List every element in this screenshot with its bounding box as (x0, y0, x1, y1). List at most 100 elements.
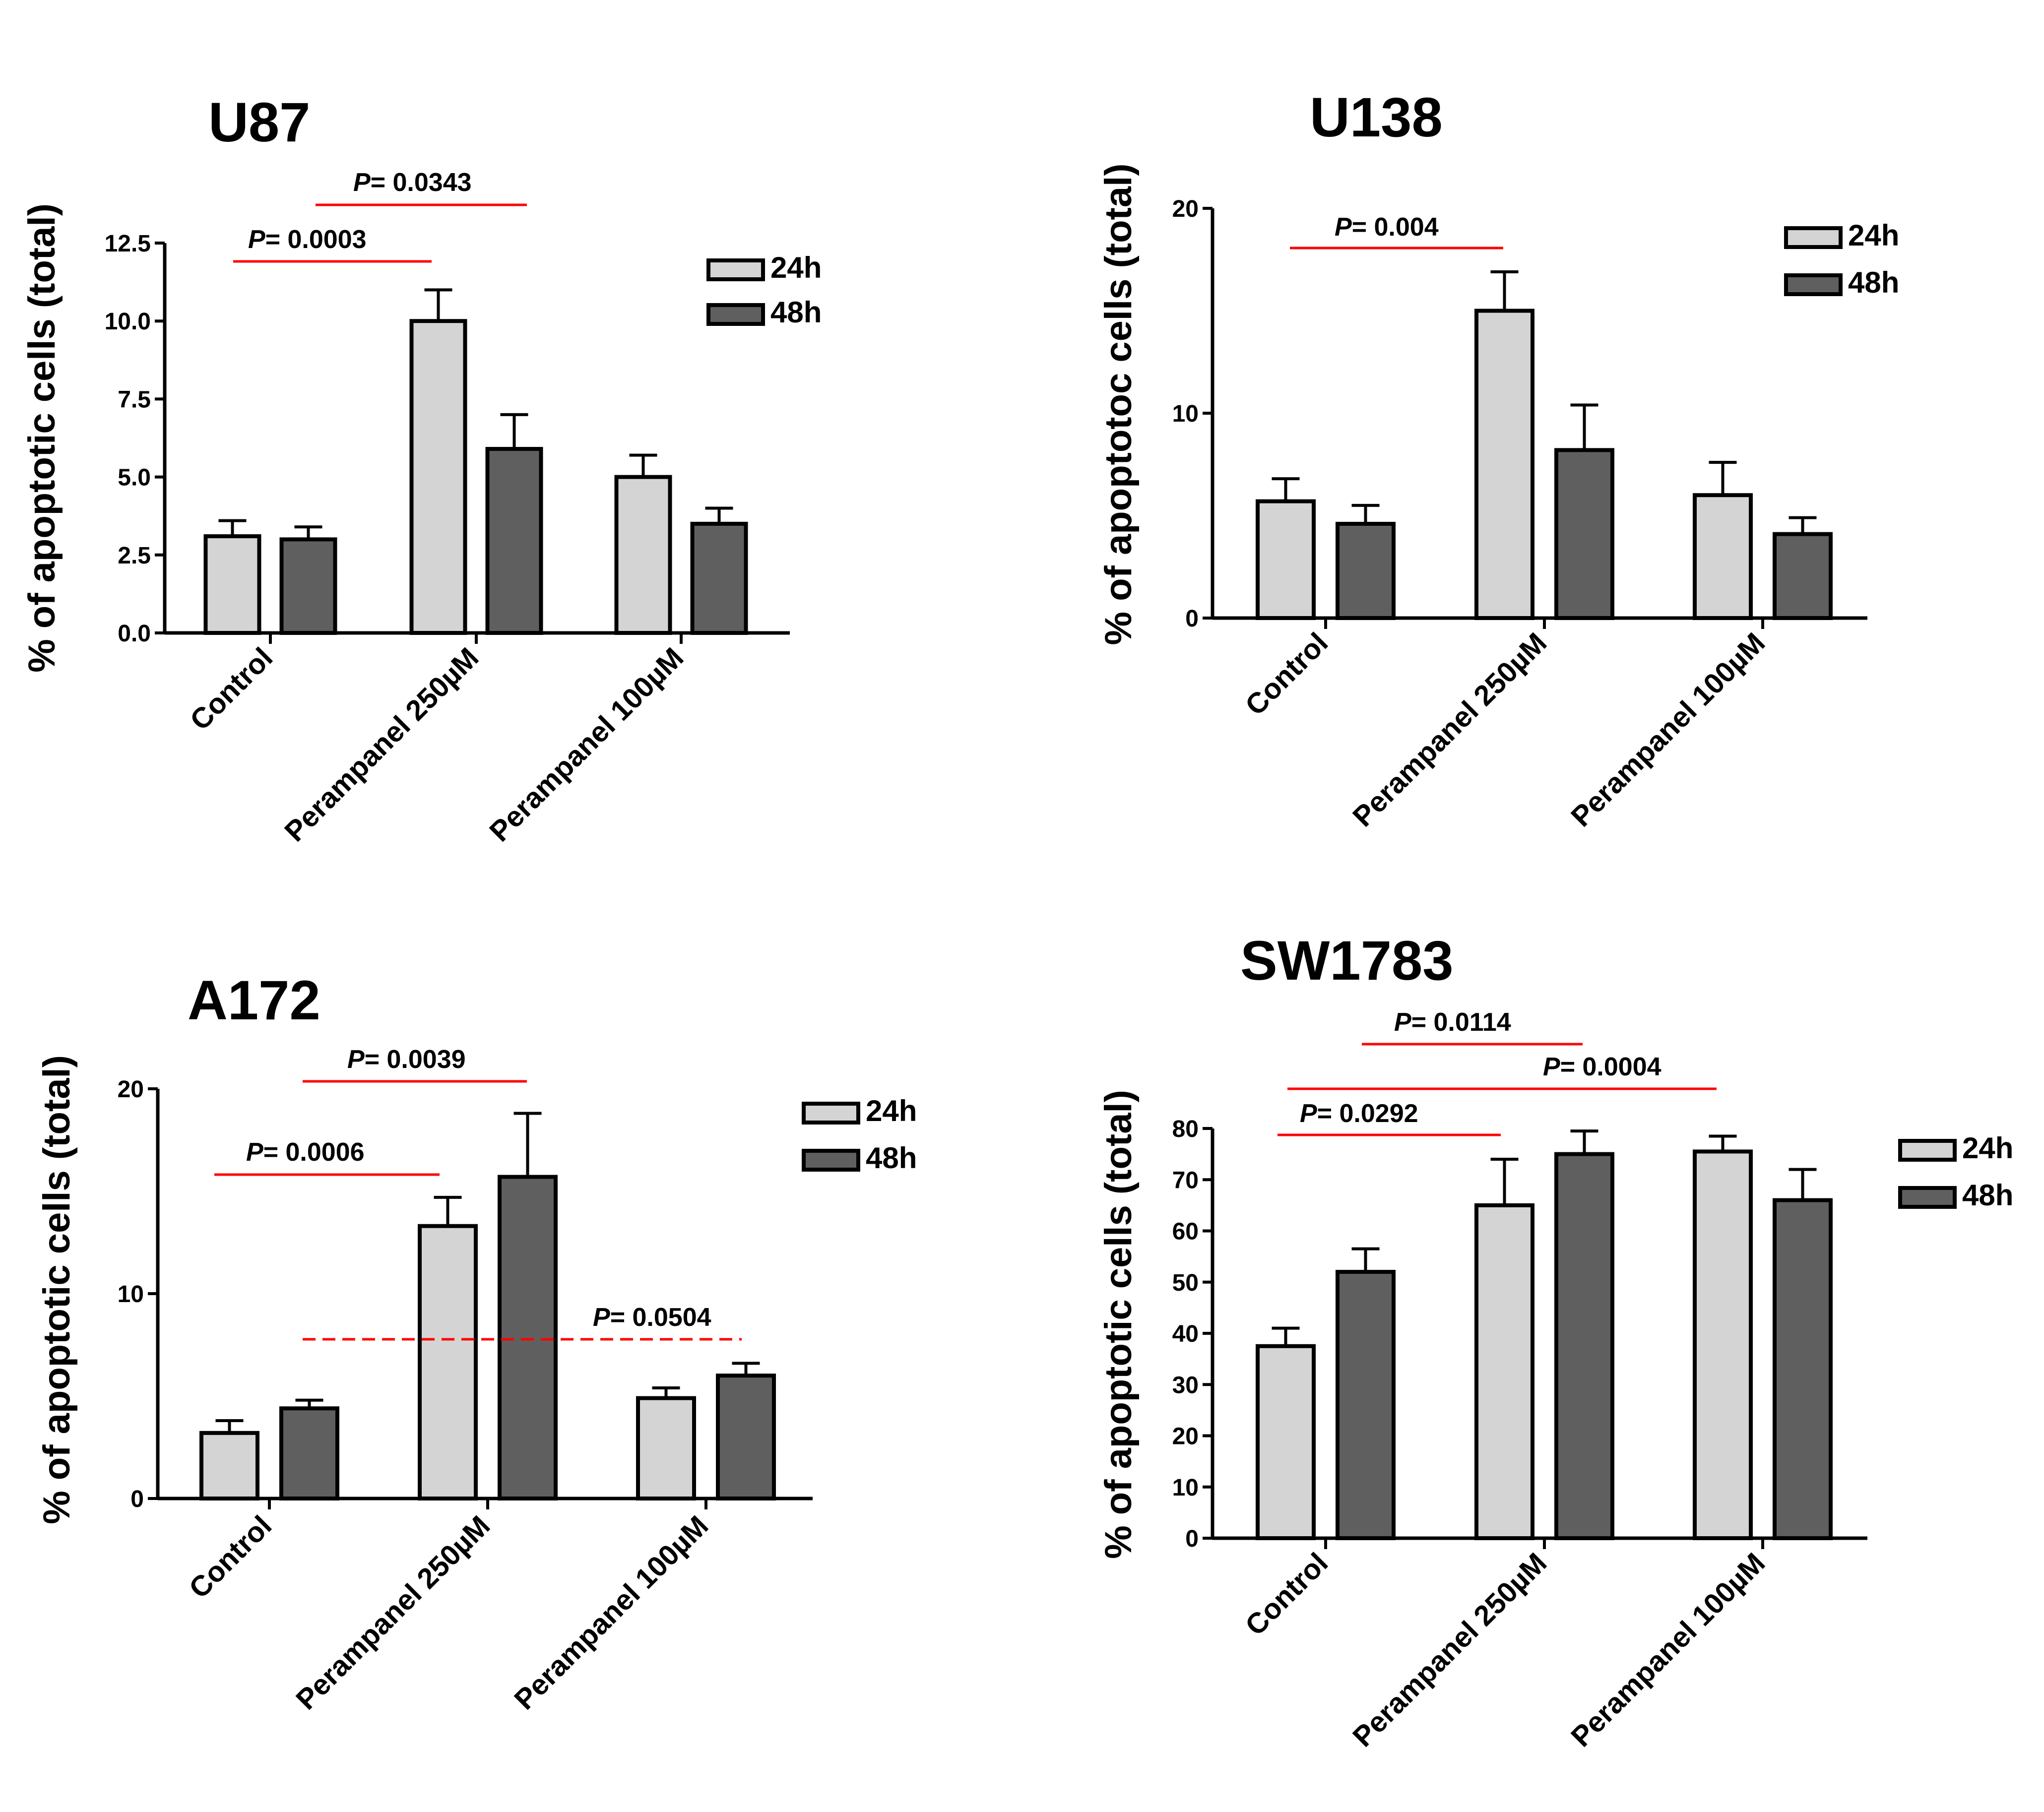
bar-24h (1693, 493, 1753, 621)
legend-swatch-24h (706, 258, 765, 281)
y-tick-label: 20 (1172, 196, 1199, 222)
chart-u138: U138 % of apoptotoc cells (total) 0 10 20 Con… (1097, 86, 1899, 833)
bar-48h (1336, 1270, 1396, 1541)
chart-title: A172 (188, 969, 320, 1031)
bar-24h (409, 319, 467, 635)
x-tick-label: Control (1239, 626, 1334, 722)
chart-title: U138 (1310, 86, 1443, 148)
y-tick-label: 20 (118, 1076, 144, 1103)
p-value-prefix: P (593, 1303, 610, 1332)
legend-label: 24h (866, 1094, 917, 1127)
legend-swatch-24h (1784, 226, 1843, 249)
x-tick-label: Perampanel 250µM (1346, 1547, 1553, 1753)
y-tick-label: 0 (1185, 606, 1199, 632)
y-axis-label: % of apoptotic cells (total) (1097, 1090, 1140, 1559)
bar-24h (614, 475, 672, 635)
x-tick-label: Control (184, 641, 279, 737)
p-value-text: = 0.0343 (371, 168, 472, 197)
x-tick-label: Perampanel 250µM (278, 641, 485, 848)
p-value-text: = 0.0039 (365, 1045, 466, 1074)
x-tick-label: Perampanel 250µM (1346, 626, 1553, 833)
p-value-prefix: P (248, 225, 265, 254)
y-tick-label: 40 (1172, 1321, 1199, 1347)
x-tick-label: Control (183, 1509, 278, 1605)
bar-48h (1336, 522, 1396, 621)
legend-swatch-24h (1898, 1139, 1957, 1162)
legend-label: 48h (770, 296, 822, 329)
legend-swatch-48h (706, 303, 765, 326)
y-axis-label: % of apoptotic cells (total) (36, 1055, 78, 1524)
bar-48h (1773, 1198, 1833, 1541)
x-tick-label: Perampanel 100µM (483, 641, 690, 848)
bar-48h (690, 521, 748, 635)
y-tick-label: 10.0 (105, 309, 151, 335)
p-value-text: = 0.0292 (1317, 1099, 1418, 1128)
p-value-label: P= 0.0292 (1300, 1099, 1418, 1128)
bar-48h (1554, 448, 1614, 621)
p-value-label: P= 0.0114 (1394, 1008, 1511, 1037)
p-value-prefix: P (1300, 1099, 1317, 1128)
y-tick-label: 10 (1172, 1475, 1199, 1501)
p-value-text: = 0.0004 (1560, 1053, 1661, 1081)
bar-24h (203, 534, 261, 635)
bar-48h (279, 537, 337, 635)
p-value-prefix: P (353, 168, 371, 197)
bar-24h (1474, 309, 1534, 620)
bar-24h (199, 1431, 259, 1501)
y-tick-label: 7.5 (118, 386, 151, 413)
chart-title: U87 (208, 91, 310, 153)
y-tick-label: 5.0 (118, 465, 151, 491)
legend-swatch-48h (1898, 1186, 1957, 1209)
y-tick-label: 30 (1172, 1372, 1199, 1398)
legend-swatch-48h (802, 1149, 860, 1172)
legend-label: 24h (770, 251, 822, 284)
legend-label: 48h (1962, 1179, 2013, 1212)
chart-a172: A172 % of apoptotic cells (total) 0 10 20 Con… (36, 969, 917, 1716)
p-value-label: P= 0.0039 (347, 1045, 466, 1074)
legend-label: 24h (1962, 1131, 2013, 1165)
y-axis-label: % of apoptotic cells (total) (21, 203, 63, 673)
y-tick-label: 0 (1185, 1526, 1199, 1552)
y-tick-label: 12.5 (105, 231, 151, 257)
bar-48h (279, 1406, 339, 1501)
p-value-label: P= 0.0504 (593, 1303, 711, 1332)
legend-label: 48h (1848, 266, 1899, 299)
bar-48h (498, 1175, 558, 1501)
bar-48h (1554, 1152, 1614, 1540)
legend-label: 48h (866, 1141, 917, 1175)
y-tick-label: 60 (1172, 1219, 1199, 1245)
p-value-label: P= 0.0343 (353, 168, 472, 197)
x-tick-label: Control (1239, 1547, 1334, 1642)
p-value-prefix: P (1543, 1053, 1560, 1081)
p-value-text: = 0.0504 (610, 1303, 711, 1332)
y-tick-label: 70 (1172, 1167, 1199, 1193)
p-value-prefix: P (1394, 1008, 1411, 1037)
p-value-prefix: P (1335, 213, 1352, 242)
bar-48h (1773, 532, 1833, 621)
bar-48h (485, 447, 543, 635)
p-value-prefix: P (246, 1138, 263, 1167)
y-tick-label: 10 (1172, 401, 1199, 427)
x-tick-label: Perampanel 100µM (1565, 626, 1771, 833)
bar-24h (636, 1396, 696, 1500)
bar-48h (716, 1374, 776, 1500)
bar-24h (1474, 1203, 1534, 1540)
y-tick-label: 50 (1172, 1270, 1199, 1296)
y-axis-label: % of apoptotoc cells (total) (1097, 163, 1140, 645)
p-value-text: = 0.0114 (1411, 1008, 1511, 1037)
p-value-text: = 0.0006 (263, 1138, 365, 1167)
legend-swatch-48h (1784, 273, 1843, 296)
legend-label: 24h (1848, 219, 1899, 252)
p-value-label: P= 0.004 (1335, 213, 1439, 242)
y-tick-label: 10 (118, 1281, 144, 1308)
chart-sw1783: SW1783 % of apoptotic cells (total) 0 10 20 3… (1097, 930, 2013, 1753)
p-value-text: = 0.0003 (265, 225, 367, 254)
p-value-label: P= 0.0004 (1543, 1053, 1661, 1081)
y-tick-label: 2.5 (118, 543, 151, 569)
bar-24h (1693, 1149, 1753, 1540)
bar-24h (418, 1224, 478, 1500)
y-tick-label: 20 (1172, 1424, 1199, 1450)
x-tick-label: Perampanel 250µM (290, 1509, 496, 1716)
p-value-label: P= 0.0006 (246, 1138, 365, 1167)
